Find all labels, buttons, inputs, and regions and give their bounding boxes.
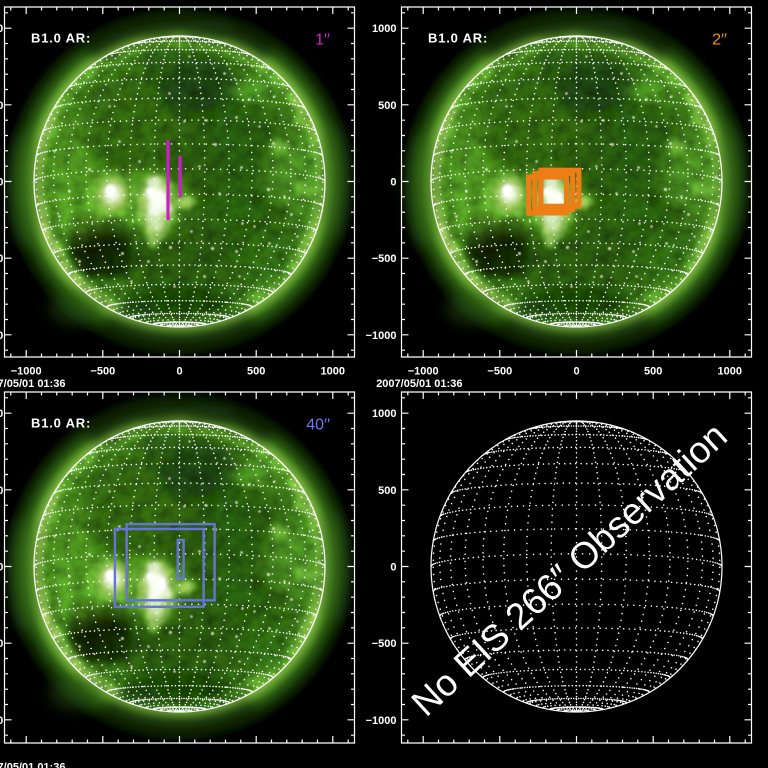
svg-text:−1000: −1000 [0, 330, 3, 342]
svg-text:−1000: −1000 [408, 366, 439, 378]
svg-text:500: 500 [378, 100, 396, 112]
svg-text:500: 500 [644, 366, 662, 378]
svg-text:1000: 1000 [718, 366, 742, 378]
svg-text:0: 0 [573, 366, 579, 378]
svg-text:−1000: −1000 [366, 330, 397, 342]
svg-text:1000: 1000 [372, 408, 396, 420]
svg-text:1000: 1000 [0, 23, 3, 35]
svg-text:−1000: −1000 [0, 715, 3, 727]
svg-text:−500: −500 [372, 253, 397, 265]
svg-text:500: 500 [0, 485, 3, 497]
svg-text:2007/05/01 01:36: 2007/05/01 01:36 [0, 761, 65, 768]
svg-text:0: 0 [390, 177, 396, 189]
svg-text:500: 500 [247, 366, 265, 378]
svg-text:−1000: −1000 [11, 366, 42, 378]
svg-text:0: 0 [390, 562, 396, 574]
svg-text:40′′: 40′′ [306, 417, 330, 434]
svg-text:2007/05/01 01:36: 2007/05/01 01:36 [0, 378, 65, 390]
svg-text:0: 0 [176, 366, 182, 378]
svg-text:0: 0 [0, 177, 3, 189]
svg-text:B1.0 AR:: B1.0 AR: [31, 416, 91, 431]
svg-text:1000: 1000 [372, 23, 396, 35]
svg-text:500: 500 [0, 100, 3, 112]
svg-text:−500: −500 [90, 366, 115, 378]
svg-text:−500: −500 [0, 638, 3, 650]
svg-text:1′′: 1′′ [315, 32, 330, 49]
svg-text:1000: 1000 [321, 366, 345, 378]
svg-text:−500: −500 [372, 638, 397, 650]
svg-text:500: 500 [378, 485, 396, 497]
svg-text:−1000: −1000 [366, 715, 397, 727]
svg-text:2007/05/01 01:36: 2007/05/01 01:36 [376, 378, 462, 390]
svg-text:2′′: 2′′ [712, 32, 727, 49]
svg-text:−500: −500 [487, 366, 512, 378]
svg-text:B1.0 AR:: B1.0 AR: [31, 31, 91, 46]
svg-text:1000: 1000 [0, 408, 3, 420]
svg-text:0: 0 [0, 562, 3, 574]
svg-text:B1.0 AR:: B1.0 AR: [428, 31, 488, 46]
svg-text:−500: −500 [0, 253, 3, 265]
